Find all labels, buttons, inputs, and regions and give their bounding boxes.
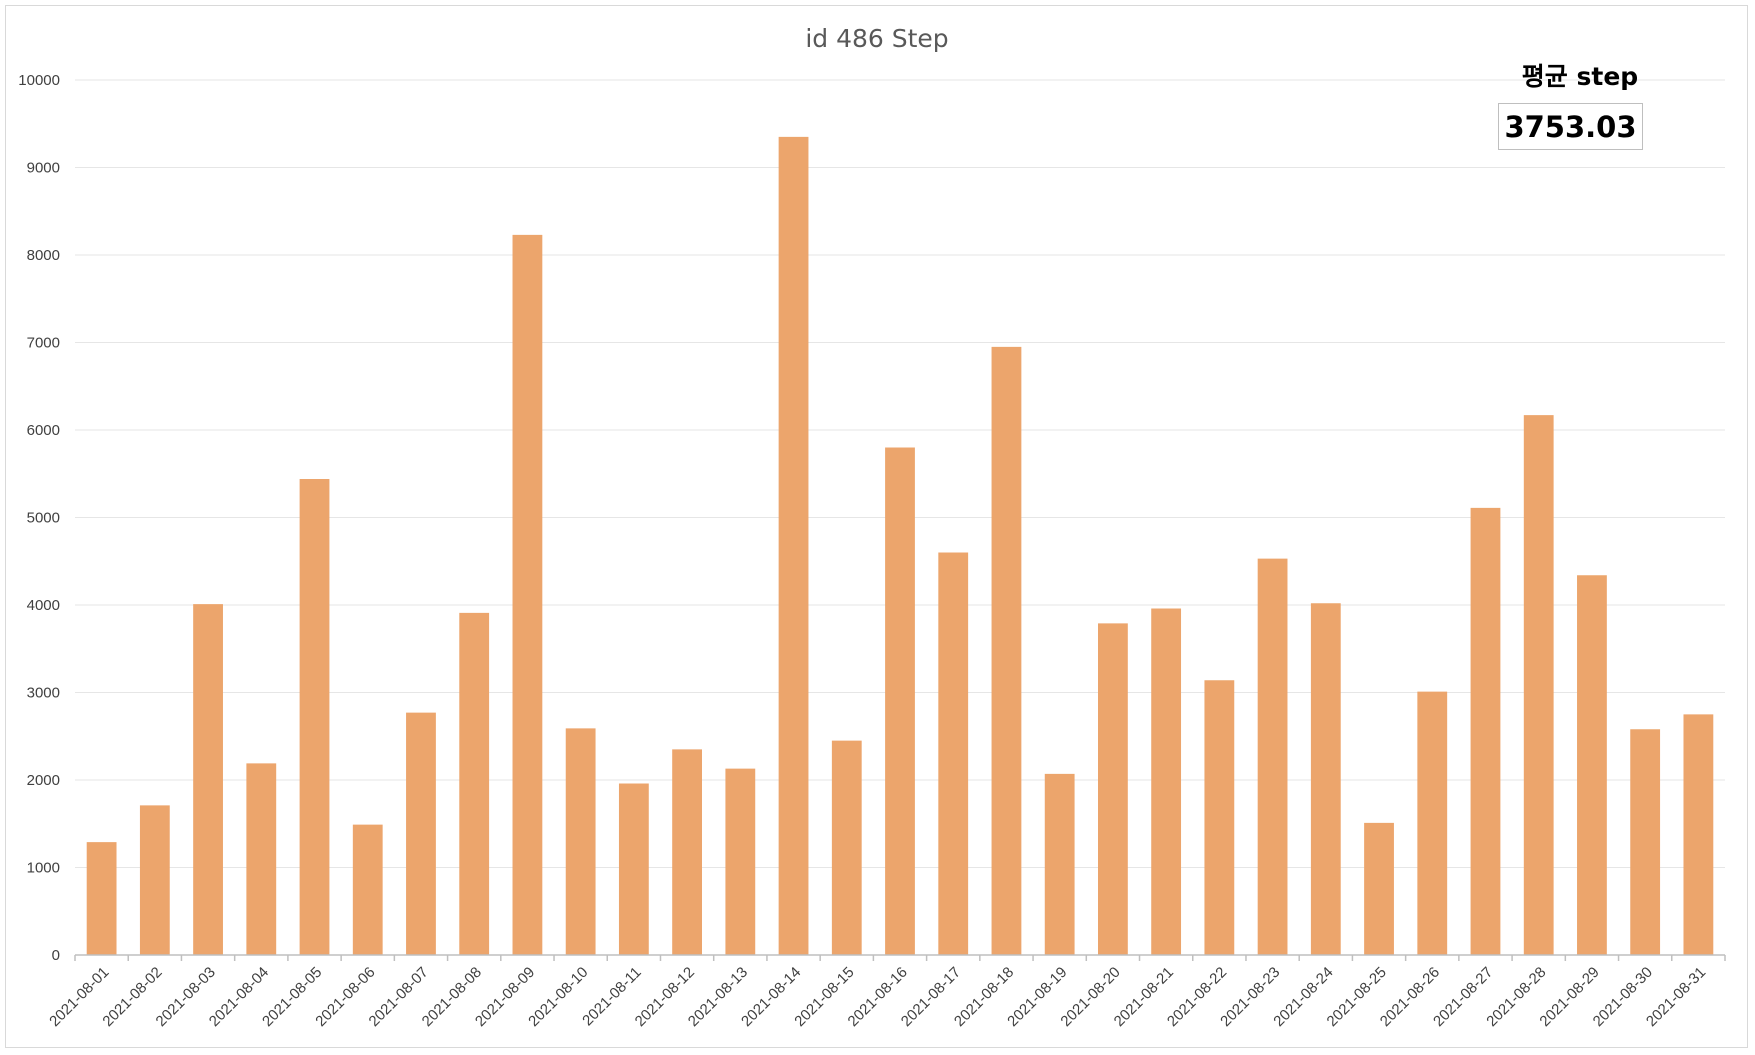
bar-2021-08-23 <box>1257 558 1288 955</box>
y-tick-label: 9000 <box>27 160 60 177</box>
y-tick-label: 0 <box>52 947 60 964</box>
y-tick-label: 6000 <box>27 422 60 439</box>
bar-2021-08-13 <box>725 768 756 955</box>
gridlines <box>75 79 1725 868</box>
bar-2021-08-28 <box>1523 415 1554 955</box>
bar-2021-08-25 <box>1364 822 1394 955</box>
chart-frame <box>5 5 1748 1048</box>
y-tick-label: 5000 <box>27 510 60 527</box>
bar-2021-08-09 <box>512 234 543 955</box>
bar-2021-08-02 <box>139 805 170 955</box>
bars <box>86 136 1714 955</box>
bar-2021-08-06 <box>352 824 383 955</box>
average-label: 평균 step <box>1521 62 1639 91</box>
bar-2021-08-31 <box>1683 714 1714 955</box>
bar-2021-08-18 <box>991 346 1022 955</box>
bar-2021-08-19 <box>1044 773 1075 955</box>
bar-2021-08-11 <box>618 783 649 955</box>
bar-2021-08-21 <box>1151 608 1182 955</box>
bar-2021-08-30 <box>1630 729 1661 955</box>
bar-2021-08-15 <box>831 740 862 955</box>
bar-2021-08-22 <box>1204 680 1235 955</box>
bar-2021-08-16 <box>885 447 915 955</box>
y-tick-label: 10000 <box>18 72 60 89</box>
y-axis-ticks: 0 1000 2000 3000 4000 5000 6000 7000 8000 9000 100… <box>18 72 60 964</box>
y-tick-label: 2000 <box>27 772 60 789</box>
bar-2021-08-05 <box>299 479 330 955</box>
bar-2021-08-10 <box>565 728 596 955</box>
y-tick-label: 1000 <box>27 860 60 877</box>
bar-2021-08-08 <box>459 612 490 955</box>
bar-2021-08-14 <box>778 136 809 955</box>
bar-2021-08-26 <box>1417 691 1448 955</box>
bar-2021-08-04 <box>246 763 277 955</box>
y-tick-label: 4000 <box>27 597 60 614</box>
average-value-box: 3753.03 <box>1498 103 1643 150</box>
x-axis-ticks: 2021-08-012021-08-022021-08-032021-08-04… <box>46 955 1726 1030</box>
y-tick-label: 7000 <box>27 335 60 352</box>
bar-2021-08-27 <box>1470 507 1501 955</box>
bar-2021-08-01 <box>86 842 117 955</box>
bar-2021-08-07 <box>406 712 436 955</box>
bar-2021-08-03 <box>193 604 223 955</box>
bar-2021-08-29 <box>1577 575 1607 955</box>
bar-2021-08-12 <box>672 749 702 955</box>
y-tick-label: 8000 <box>27 247 60 264</box>
bar-2021-08-17 <box>938 552 969 955</box>
bar-2021-08-20 <box>1098 623 1128 955</box>
chart-title: id 486 Step <box>805 24 948 53</box>
bar-2021-08-24 <box>1310 603 1341 955</box>
y-tick-label: 3000 <box>27 685 60 702</box>
